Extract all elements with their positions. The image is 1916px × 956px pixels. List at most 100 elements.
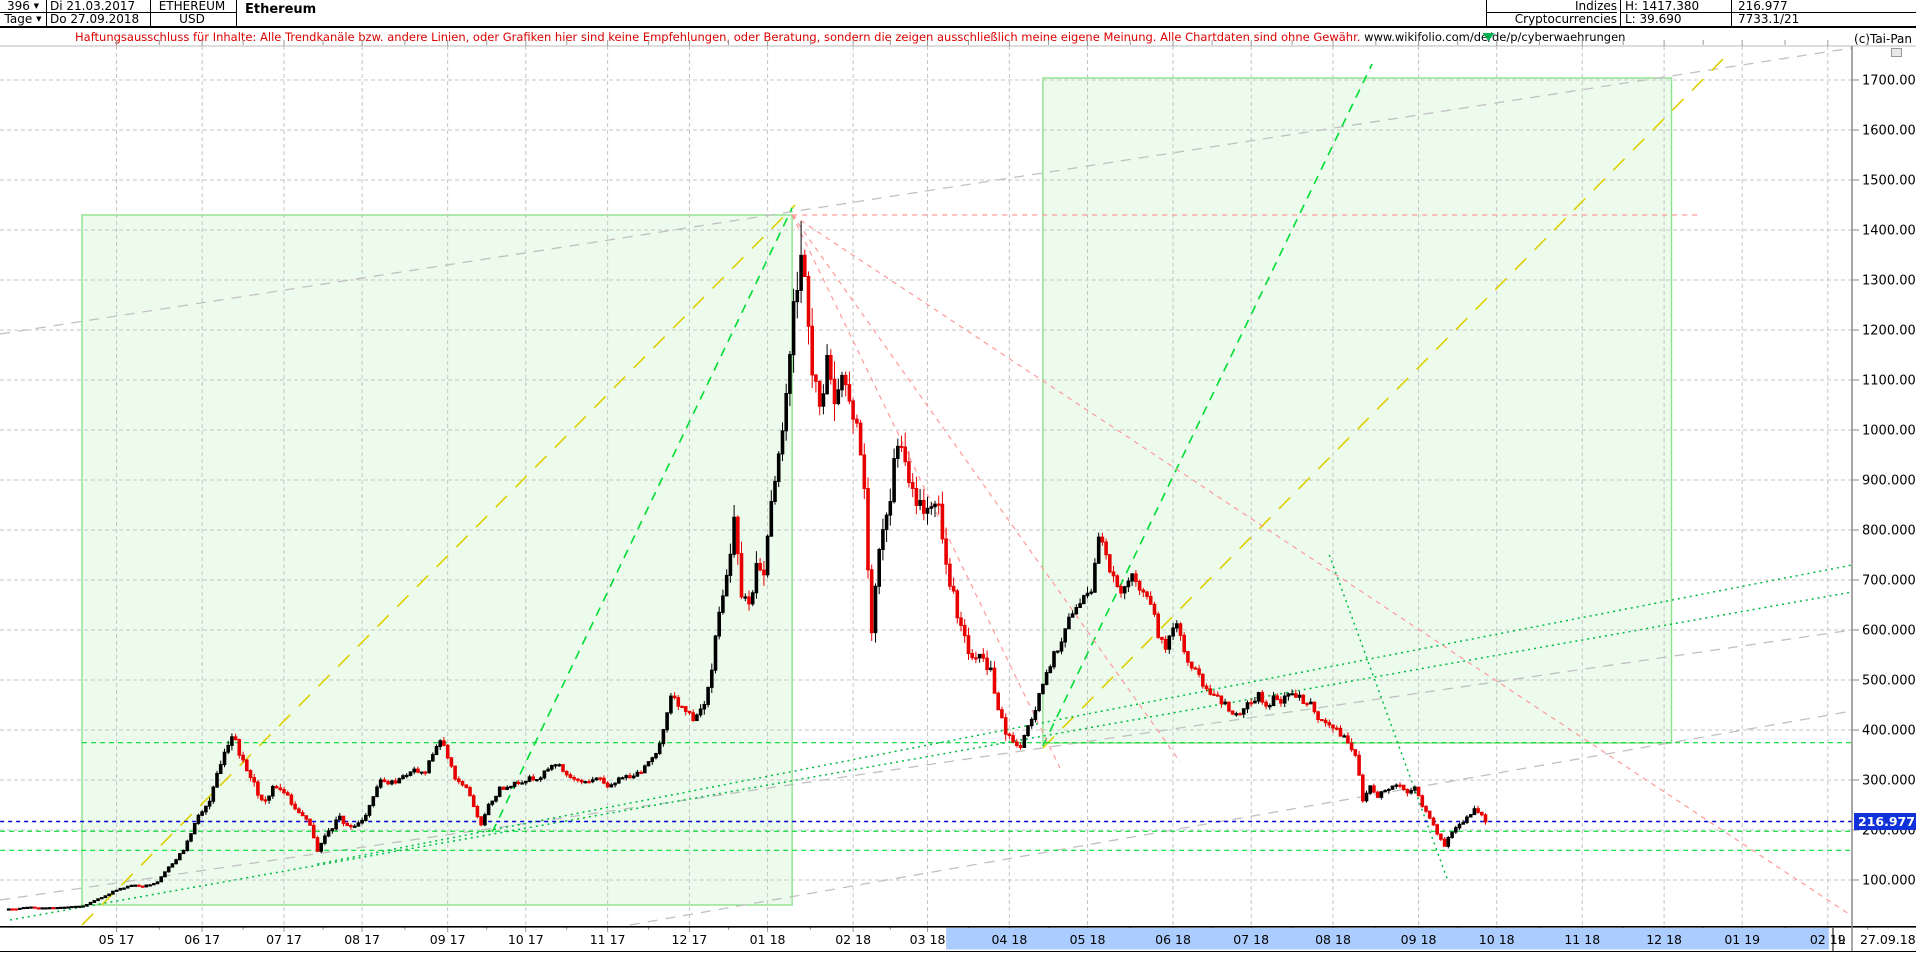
secondary-value-label: 7733.1/21 xyxy=(1731,13,1916,26)
last-marker-label: L xyxy=(1838,932,1845,947)
x-axis-highlight xyxy=(946,928,1829,950)
svg-text:17: 17 xyxy=(450,932,466,947)
svg-text:17: 17 xyxy=(204,932,220,947)
chevron-down-icon: ▼ xyxy=(33,2,40,10)
wikifolio-link[interactable]: www.wikifolio.com/de/de/p/cyberwaehrunge… xyxy=(1364,30,1626,44)
period-dropdown[interactable]: Tage ▼ xyxy=(0,13,47,26)
svg-text:18: 18 xyxy=(1421,932,1437,947)
chevron-down-icon: ▼ xyxy=(36,15,42,23)
date-to-field[interactable]: Do 27.09.2018 xyxy=(47,13,151,26)
svg-text:03: 03 xyxy=(910,932,926,947)
svg-text:18: 18 xyxy=(1499,932,1515,947)
bars-count-value: 396 xyxy=(6,0,30,13)
svg-text:17: 17 xyxy=(364,932,380,947)
svg-text:10: 10 xyxy=(1479,932,1495,947)
last-date-label: 27.09.18 xyxy=(1860,932,1916,947)
range-high-label: H: 1417.380 xyxy=(1620,0,1731,13)
svg-text:1200.000: 1200.000 xyxy=(1862,324,1916,339)
group-label-row1[interactable]: Indizes xyxy=(1486,0,1617,13)
x-axis-line xyxy=(0,926,1916,928)
trend-lines xyxy=(0,47,1852,926)
disclaimer-text: Haftungsausschluss für Inhalte: Alle Tre… xyxy=(75,30,1625,44)
y-axis-labels[interactable]: 1700.000 1600.000 1500.000 1400.000 1300.000… xyxy=(1852,74,1916,889)
header-divider xyxy=(0,26,1916,28)
svg-text:17: 17 xyxy=(528,932,544,947)
svg-text:18: 18 xyxy=(1090,932,1106,947)
svg-text:19: 19 xyxy=(1830,932,1846,947)
svg-text:02: 02 xyxy=(835,932,851,947)
svg-text:400.000: 400.000 xyxy=(1862,724,1916,739)
svg-text:18: 18 xyxy=(1335,932,1351,947)
svg-text:08: 08 xyxy=(344,932,360,947)
svg-text:1300.000: 1300.000 xyxy=(1862,274,1916,289)
candles-up xyxy=(6,221,1477,911)
svg-text:17: 17 xyxy=(286,932,302,947)
range-low-label: L: 39.690 xyxy=(1620,13,1731,26)
svg-text:11: 11 xyxy=(1564,932,1580,947)
date-from-field[interactable]: Di 21.03.2017 xyxy=(47,0,151,13)
svg-text:300.000: 300.000 xyxy=(1862,774,1916,789)
svg-text:18: 18 xyxy=(1584,932,1600,947)
svg-text:01: 01 xyxy=(1724,932,1740,947)
svg-text:18: 18 xyxy=(1253,932,1269,947)
svg-text:100.000: 100.000 xyxy=(1862,874,1916,889)
last-price-label: 216.977 xyxy=(1731,0,1916,13)
svg-text:1000.000: 1000.000 xyxy=(1862,424,1916,439)
svg-text:09: 09 xyxy=(430,932,446,947)
svg-text:12: 12 xyxy=(672,932,688,947)
svg-text:18: 18 xyxy=(855,932,871,947)
copyright-label: (c)Tai-Pan xyxy=(1854,32,1912,46)
svg-text:05: 05 xyxy=(1070,932,1086,947)
svg-text:216.977: 216.977 xyxy=(1858,814,1915,829)
symbol-label: ETHEREUM xyxy=(148,0,237,13)
candles-down xyxy=(10,249,1488,911)
svg-text:18: 18 xyxy=(770,932,786,947)
svg-text:10: 10 xyxy=(508,932,524,947)
grid xyxy=(0,46,1852,926)
svg-text:02: 02 xyxy=(1810,932,1826,947)
period-value: Tage xyxy=(4,13,33,26)
currency-label: USD xyxy=(148,13,237,26)
last-price-tag: 216.977 xyxy=(1854,813,1916,831)
svg-text:08: 08 xyxy=(1315,932,1331,947)
svg-text:11: 11 xyxy=(590,932,606,947)
svg-text:06: 06 xyxy=(184,932,200,947)
svg-text:1700.000: 1700.000 xyxy=(1862,74,1916,89)
trend-boxes xyxy=(81,77,1673,906)
svg-text:900.000: 900.000 xyxy=(1862,474,1916,489)
svg-text:1100.000: 1100.000 xyxy=(1862,374,1916,389)
svg-text:18: 18 xyxy=(1666,932,1682,947)
svg-text:17: 17 xyxy=(119,932,135,947)
svg-text:07: 07 xyxy=(266,932,282,947)
svg-text:1600.000: 1600.000 xyxy=(1862,124,1916,139)
x-axis-labels[interactable]: 05 17 06 17 07 17 08 17 09 17 10 17 11 17 12 17 01 18 02 18… xyxy=(99,932,1916,947)
svg-text:700.000: 700.000 xyxy=(1862,574,1916,589)
svg-text:18: 18 xyxy=(930,932,946,947)
svg-text:06: 06 xyxy=(1155,932,1171,947)
collapse-box-icon[interactable] xyxy=(1891,48,1902,57)
svg-text:1500.000: 1500.000 xyxy=(1862,174,1916,189)
disclaimer-body: Haftungsausschluss für Inhalte: Alle Tre… xyxy=(75,30,1365,44)
bars-count-dropdown[interactable]: 396 ▼ xyxy=(0,0,47,13)
svg-text:01: 01 xyxy=(750,932,766,947)
group-label-row2[interactable]: Cryptocurrencies xyxy=(1486,13,1617,26)
svg-text:09: 09 xyxy=(1401,932,1417,947)
svg-text:17: 17 xyxy=(691,932,707,947)
svg-text:800.000: 800.000 xyxy=(1862,524,1916,539)
svg-text:19: 19 xyxy=(1744,932,1760,947)
svg-text:500.000: 500.000 xyxy=(1862,674,1916,689)
svg-text:1400.000: 1400.000 xyxy=(1862,224,1916,239)
svg-text:18: 18 xyxy=(1011,932,1027,947)
svg-text:04: 04 xyxy=(991,932,1007,947)
svg-text:17: 17 xyxy=(610,932,626,947)
last-bar-marker-icon xyxy=(1482,33,1495,41)
svg-text:07: 07 xyxy=(1233,932,1249,947)
svg-text:12: 12 xyxy=(1646,932,1662,947)
instrument-title: Ethereum xyxy=(245,3,317,16)
svg-text:600.000: 600.000 xyxy=(1862,624,1916,639)
svg-text:05: 05 xyxy=(99,932,115,947)
svg-text:18: 18 xyxy=(1175,932,1191,947)
